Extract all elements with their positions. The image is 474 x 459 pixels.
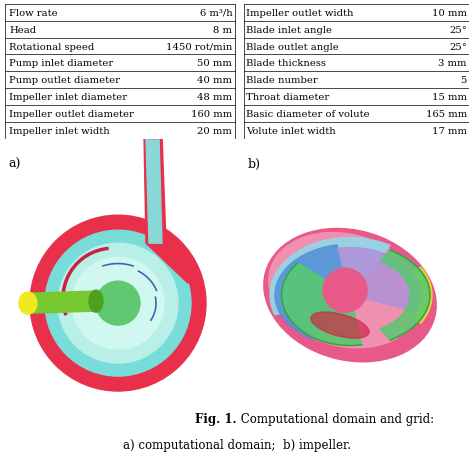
Text: Impeller inlet diameter: Impeller inlet diameter — [9, 93, 128, 102]
Text: 17 mm: 17 mm — [432, 127, 467, 136]
Text: 6 m³/h: 6 m³/h — [200, 9, 232, 17]
Text: 40 mm: 40 mm — [197, 76, 232, 85]
Text: Impeller outlet width: Impeller outlet width — [246, 9, 354, 17]
Text: Blade thickness: Blade thickness — [246, 59, 326, 68]
Text: 8 m: 8 m — [213, 26, 232, 34]
Text: 1450 rot/min: 1450 rot/min — [166, 42, 232, 51]
Text: Pump inlet diameter: Pump inlet diameter — [9, 59, 114, 68]
Text: Impeller outlet diameter: Impeller outlet diameter — [9, 110, 134, 119]
Text: a) computational domain;  b) impeller.: a) computational domain; b) impeller. — [123, 438, 351, 451]
Circle shape — [323, 269, 367, 313]
Text: 10 mm: 10 mm — [432, 9, 467, 17]
Text: 25°: 25° — [449, 26, 467, 34]
Text: Flow rate: Flow rate — [9, 9, 58, 17]
Text: Blade outlet angle: Blade outlet angle — [246, 42, 339, 51]
Polygon shape — [146, 138, 162, 244]
Text: 25°: 25° — [449, 42, 467, 51]
Text: 15 mm: 15 mm — [432, 93, 467, 102]
Polygon shape — [270, 238, 390, 315]
Ellipse shape — [145, 132, 163, 140]
Ellipse shape — [311, 312, 369, 338]
Polygon shape — [282, 263, 362, 346]
Text: a): a) — [8, 158, 20, 171]
Text: Throat diameter: Throat diameter — [246, 93, 329, 102]
Polygon shape — [338, 248, 420, 312]
Text: 5: 5 — [461, 76, 467, 85]
Circle shape — [96, 281, 140, 325]
Ellipse shape — [89, 291, 103, 313]
Text: Head: Head — [9, 26, 36, 34]
Text: Blade inlet angle: Blade inlet angle — [246, 26, 332, 34]
Circle shape — [72, 257, 164, 349]
Polygon shape — [275, 246, 347, 340]
Text: Rotational speed: Rotational speed — [9, 42, 95, 51]
Text: 160 mm: 160 mm — [191, 110, 232, 119]
Text: Fig. 1.: Fig. 1. — [195, 412, 237, 425]
Polygon shape — [30, 291, 96, 313]
Polygon shape — [412, 268, 432, 323]
Polygon shape — [146, 244, 198, 284]
Text: Volute inlet width: Volute inlet width — [246, 127, 336, 136]
Text: b): b) — [248, 158, 261, 171]
Ellipse shape — [269, 233, 421, 348]
Text: 20 mm: 20 mm — [198, 127, 232, 136]
Text: Blade number: Blade number — [246, 76, 318, 85]
Text: Basic diameter of volute: Basic diameter of volute — [246, 110, 370, 119]
Circle shape — [58, 244, 178, 363]
Circle shape — [30, 216, 206, 391]
Text: Computational domain and grid:: Computational domain and grid: — [237, 412, 434, 425]
Polygon shape — [380, 251, 430, 341]
Text: 50 mm: 50 mm — [198, 59, 232, 68]
Text: Impeller inlet width: Impeller inlet width — [9, 127, 110, 136]
Ellipse shape — [25, 293, 35, 313]
Circle shape — [45, 231, 191, 376]
Text: 48 mm: 48 mm — [197, 93, 232, 102]
Text: 165 mm: 165 mm — [426, 110, 467, 119]
Polygon shape — [144, 136, 166, 244]
Ellipse shape — [264, 229, 436, 362]
Text: Pump outlet diameter: Pump outlet diameter — [9, 76, 120, 85]
Text: 3 mm: 3 mm — [438, 59, 467, 68]
Ellipse shape — [19, 292, 37, 314]
